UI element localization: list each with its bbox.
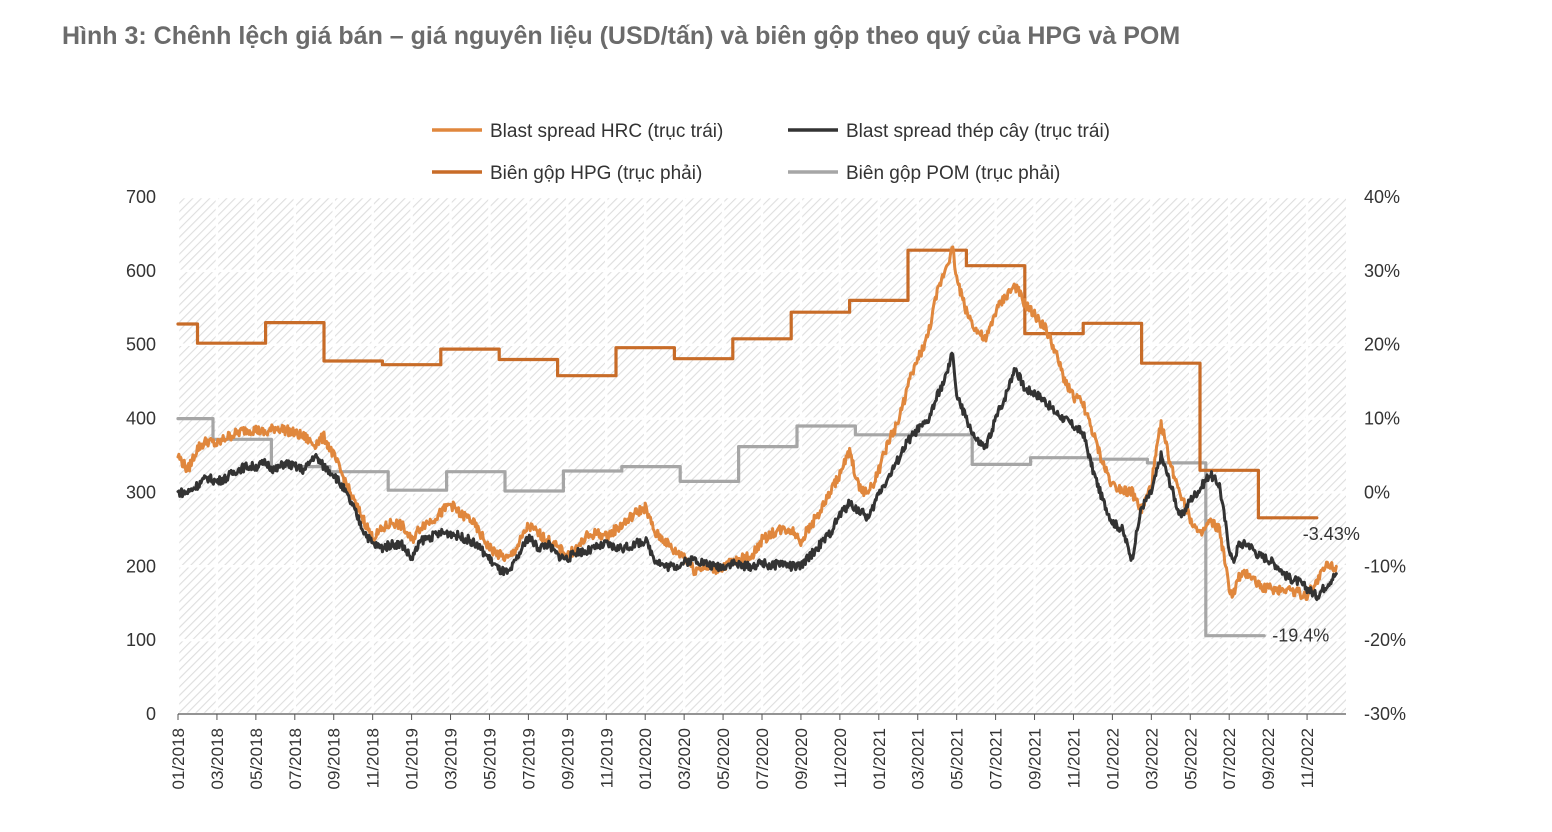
series-line-rebar xyxy=(176,351,1338,602)
y-left-tick-label: 300 xyxy=(126,482,156,502)
annotation-layer: -3.43% -19.4% xyxy=(1272,524,1360,646)
y-left-tick-label: 700 xyxy=(126,187,156,207)
legend-entry-hrc: Blast spread HRC (trục trái) xyxy=(432,121,723,142)
y-left-tick-label: 400 xyxy=(126,409,156,429)
legend-label-hpg: Biên gộp HPG (trục phải) xyxy=(490,163,702,184)
x-tick-label: 05/2021 xyxy=(948,728,967,789)
y-left-tick-label: 500 xyxy=(126,335,156,355)
y-right-tick-label: 30% xyxy=(1364,261,1400,281)
x-tick-label: 07/2019 xyxy=(519,728,538,789)
x-tick-label: 05/2022 xyxy=(1181,728,1200,789)
y-right-tick-label: 20% xyxy=(1364,335,1400,355)
y-right-tick-label: 40% xyxy=(1364,187,1400,207)
y-right-tick-label: -10% xyxy=(1364,556,1406,576)
x-tick-label: 03/2019 xyxy=(442,728,461,789)
legend-label-hrc: Blast spread HRC (trục trái) xyxy=(490,121,723,142)
series-layer xyxy=(176,245,1338,638)
legend: Blast spread HRC (trục trái) Blast spread… xyxy=(432,121,1110,184)
annotation-pom-end-value: -19.4% xyxy=(1272,626,1329,646)
x-tick-label: 07/2021 xyxy=(987,728,1006,789)
y-right-tick-label: 0% xyxy=(1364,482,1390,502)
legend-label-pom: Biên gộp POM (trục phải) xyxy=(846,163,1060,184)
x-tick-label: 03/2021 xyxy=(909,728,928,789)
legend-entry-rebar: Blast spread thép cây (trục trái) xyxy=(788,121,1110,142)
x-tick-label: 09/2018 xyxy=(325,728,344,789)
legend-entry-hpg: Biên gộp HPG (trục phải) xyxy=(432,163,702,184)
x-tick-label: 09/2021 xyxy=(1026,728,1045,789)
y-right-tick-label: -20% xyxy=(1364,630,1406,650)
series-line-hpg xyxy=(176,248,1319,520)
axis-layer: 0 100 200 300 400 500 600 700 -30% -20% -10% 0% 10% 2… xyxy=(126,187,1406,789)
x-tick-label: 03/2020 xyxy=(675,728,694,789)
x-tick-label: 05/2020 xyxy=(714,728,733,789)
x-tick-label: 03/2022 xyxy=(1142,728,1161,789)
x-tick-label: 01/2022 xyxy=(1103,728,1122,789)
x-tick-label: 05/2019 xyxy=(480,728,499,789)
x-tick-label: 01/2020 xyxy=(636,728,655,789)
x-tick-label: 01/2019 xyxy=(403,728,422,789)
figure-title: Hình 3: Chênh lệch giá bán – giá nguyên … xyxy=(62,22,1181,50)
annotation-hpg-end-value: -3.43% xyxy=(1303,524,1360,544)
x-tick-label: 07/2018 xyxy=(286,728,305,789)
x-tick-label: 03/2018 xyxy=(208,728,227,789)
y-left-tick-label: 600 xyxy=(126,261,156,281)
y-left-tick-label: 100 xyxy=(126,630,156,650)
x-tick-label: 07/2020 xyxy=(753,728,772,789)
y-left-tick-label: 0 xyxy=(146,704,156,724)
grid-layer xyxy=(176,195,1346,716)
x-tick-label: 11/2021 xyxy=(1064,728,1083,788)
x-tick-label: 09/2019 xyxy=(558,728,577,789)
x-tick-label: 11/2018 xyxy=(364,728,383,788)
x-tick-label: 11/2020 xyxy=(831,728,850,788)
x-tick-label: 11/2022 xyxy=(1298,728,1317,788)
legend-label-rebar: Blast spread thép cây (trục trái) xyxy=(846,121,1110,142)
x-tick-label: 01/2018 xyxy=(169,728,188,789)
y-right-tick-label: -30% xyxy=(1364,704,1406,724)
x-tick-label: 01/2021 xyxy=(870,728,889,789)
y-right-tick-label: 10% xyxy=(1364,409,1400,429)
legend-entry-pom: Biên gộp POM (trục phải) xyxy=(788,163,1060,184)
x-tick-label: 07/2022 xyxy=(1220,728,1239,789)
y-left-tick-label: 200 xyxy=(126,556,156,576)
x-tick-label: 11/2019 xyxy=(597,728,616,788)
x-tick-label: 09/2020 xyxy=(792,728,811,789)
x-tick-label: 09/2022 xyxy=(1259,728,1278,789)
x-tick-label: 05/2018 xyxy=(247,728,266,789)
